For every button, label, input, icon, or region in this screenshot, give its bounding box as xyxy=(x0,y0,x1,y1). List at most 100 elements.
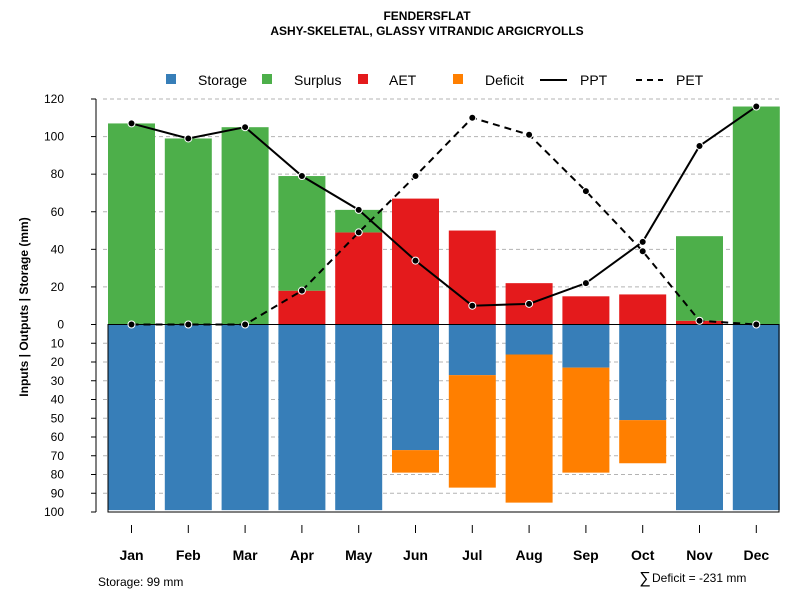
pet-point xyxy=(581,187,590,196)
legend-label-deficit: Deficit xyxy=(485,72,524,88)
x-tick-label: Jun xyxy=(403,547,428,563)
pet-point xyxy=(525,130,534,139)
ppt-point xyxy=(127,119,136,128)
legend-swatch-deficit xyxy=(453,74,463,84)
x-tick-label: Sep xyxy=(573,547,599,563)
ppt-point xyxy=(581,279,590,288)
pet-point xyxy=(127,320,136,329)
bar-storage xyxy=(278,324,326,511)
bar-storage xyxy=(164,324,212,511)
y-tick-label: 100 xyxy=(44,505,64,519)
ppt-point xyxy=(525,299,534,308)
y-tick-label: 90 xyxy=(51,486,65,500)
legend-swatch-aet xyxy=(358,74,368,84)
bar-storage xyxy=(221,324,269,511)
pet-point xyxy=(752,320,761,329)
ppt-point xyxy=(184,134,193,143)
bar-storage xyxy=(676,324,723,511)
pet-point xyxy=(354,228,363,237)
legend-label-pet: PET xyxy=(676,72,704,88)
y-tick-label: 70 xyxy=(51,449,65,463)
y-axis-label: Inputs | Outputs | Storage (mm) xyxy=(17,217,31,396)
ppt-point xyxy=(354,205,363,214)
bars xyxy=(108,106,780,511)
legend-label-ppt: PPT xyxy=(580,72,608,88)
bar-deficit xyxy=(505,354,553,503)
pet-point xyxy=(411,172,420,181)
bar-deficit xyxy=(562,367,610,473)
bar-surplus xyxy=(676,236,723,321)
ppt-point xyxy=(468,301,477,310)
bar-storage xyxy=(392,324,439,451)
pet-point xyxy=(695,316,704,325)
legend-label-surplus: Surplus xyxy=(294,72,341,88)
ppt-point xyxy=(695,141,704,150)
bar-deficit xyxy=(392,450,439,473)
y-tick-label: 100 xyxy=(44,130,64,144)
y-tick-label: 120 xyxy=(44,92,64,106)
bar-surplus xyxy=(278,176,326,291)
ppt-point xyxy=(297,172,306,181)
y-tick-label: 80 xyxy=(51,468,65,482)
legend-label-storage: Storage xyxy=(198,72,247,88)
bar-deficit xyxy=(448,375,496,488)
bar-storage xyxy=(335,324,383,511)
x-tick-label: Jan xyxy=(119,547,143,563)
deficit-note: Deficit = -231 mm xyxy=(652,571,746,585)
x-tick-label: Mar xyxy=(233,547,258,563)
bar-surplus xyxy=(164,138,212,325)
y-tick-label: 30 xyxy=(51,374,65,388)
legend-label-aet: AET xyxy=(389,72,417,88)
ppt-point xyxy=(411,256,420,265)
sum-symbol: ∑ xyxy=(639,570,650,587)
bar-aet xyxy=(335,232,383,325)
y-tick-label: 60 xyxy=(51,205,65,219)
ppt-point xyxy=(638,237,647,246)
y-tick-label: 40 xyxy=(51,393,65,407)
y-tick-label: 0 xyxy=(57,318,64,332)
x-tick-label: Apr xyxy=(290,547,315,563)
legend: Storage Surplus AET Deficit PPT PET xyxy=(166,72,704,88)
legend-swatch-surplus xyxy=(262,74,272,84)
y-tick-label: 80 xyxy=(51,167,65,181)
y-tick-label: 20 xyxy=(51,280,65,294)
ppt-point xyxy=(241,123,250,132)
pet-point xyxy=(184,320,193,329)
bar-aet xyxy=(448,230,496,325)
x-tick-label: Feb xyxy=(176,547,201,563)
storage-note: Storage: 99 mm xyxy=(98,575,183,589)
bar-surplus xyxy=(732,106,780,325)
bar-aet xyxy=(562,296,610,325)
x-tick-label: Aug xyxy=(515,547,542,563)
bar-aet xyxy=(619,294,667,325)
bar-storage xyxy=(505,324,553,355)
bar-storage xyxy=(448,324,496,376)
ppt-point xyxy=(752,102,761,111)
x-tick-label: Dec xyxy=(743,547,769,563)
bar-surplus xyxy=(108,123,155,325)
x-tick-label: May xyxy=(345,547,372,563)
y-tick-label: 60 xyxy=(51,430,65,444)
x-tick-label: Jul xyxy=(462,547,482,563)
bar-surplus xyxy=(335,209,383,233)
y-tick-label: 20 xyxy=(51,355,65,369)
ppt-line xyxy=(131,105,757,307)
bar-storage xyxy=(562,324,610,368)
bar-aet xyxy=(278,290,326,325)
chart-title: FENDERSFLAT xyxy=(383,9,471,23)
pet-point xyxy=(638,247,647,256)
pet-point xyxy=(241,320,250,329)
bar-deficit xyxy=(619,420,667,464)
pet-point xyxy=(468,113,477,122)
axes: 0 20 40 60 80 100 120 10 20 30 40 50 60 70 80 90 100 Jan F… xyxy=(44,92,769,563)
x-tick-label: Nov xyxy=(686,547,713,563)
gridlines xyxy=(103,98,779,494)
bar-surplus xyxy=(221,127,269,325)
x-tick-label: Oct xyxy=(631,547,655,563)
bar-storage xyxy=(108,324,155,511)
y-tick-label: 40 xyxy=(51,242,65,256)
bar-storage xyxy=(619,324,667,421)
y-tick-label: 50 xyxy=(51,411,65,425)
legend-swatch-storage xyxy=(166,74,176,84)
